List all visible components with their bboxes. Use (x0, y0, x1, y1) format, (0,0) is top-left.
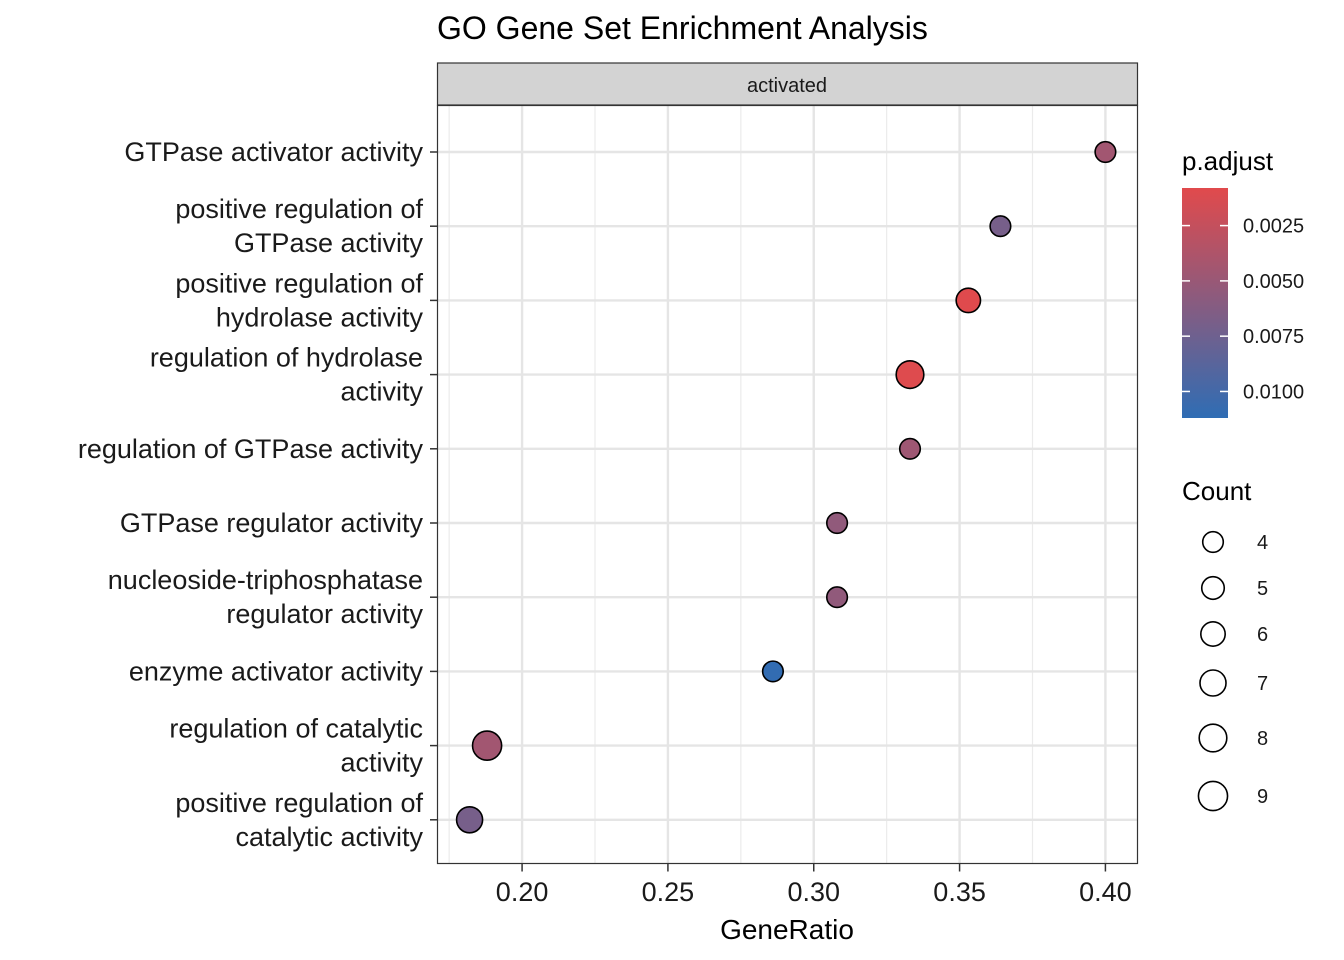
size-legend-label: 7 (1257, 673, 1268, 695)
y-axis-label: GTPase regulator activity (120, 508, 424, 538)
color-legend-label: 0.0075 (1243, 326, 1304, 348)
data-point (761, 660, 785, 683)
data-point (471, 730, 503, 761)
chart-title: GO Gene Set Enrichment Analysis (437, 10, 928, 46)
color-legend-label: 0.0050 (1243, 271, 1304, 293)
data-point (825, 511, 849, 535)
size-legend-circle (1198, 723, 1228, 753)
panel-border (436, 104, 1139, 865)
data-point (825, 586, 849, 609)
size-legend-label: 5 (1257, 578, 1268, 600)
y-axis-label: positive regulation of (175, 788, 423, 818)
size-legend-circle (1200, 621, 1226, 647)
size-legend-label: 4 (1257, 532, 1268, 554)
x-tick-label: 0.35 (933, 877, 986, 907)
color-legend-label: 0.0100 (1243, 381, 1304, 403)
data-points (455, 140, 1117, 834)
color-legend-bar (1182, 188, 1228, 418)
y-axis-label: regulation of hydrolase (150, 343, 423, 373)
data-point (989, 215, 1012, 238)
y-axis-label: positive regulation of (175, 194, 423, 224)
size-legend-circle (1197, 780, 1229, 812)
color-legend-title: p.adjust (1182, 146, 1274, 176)
y-axis-label: activity (340, 377, 423, 407)
y-axis-label: hydrolase activity (216, 302, 424, 332)
y-axis-label: regulation of GTPase activity (78, 434, 424, 464)
data-point (1094, 140, 1117, 164)
y-axis-label: regulator activity (226, 599, 423, 629)
y-axis-label: regulation of catalytic (169, 714, 423, 744)
y-axis-labels: GTPase activator activity positive regula… (78, 137, 438, 852)
size-legend: 4 5 6 7 8 9 (1197, 530, 1268, 812)
grid-lines (437, 105, 1138, 864)
color-legend-ticks: 0.0025 0.0050 0.0075 0.0100 (1182, 216, 1304, 403)
data-point (955, 287, 982, 314)
facet-label: activated (747, 75, 827, 97)
x-tick-label: 0.30 (787, 877, 840, 907)
size-legend-title: Count (1182, 476, 1252, 506)
facet-strip (436, 62, 1139, 106)
y-axis-label: positive regulation of (175, 268, 423, 298)
color-legend-label: 0.0025 (1243, 216, 1304, 238)
size-legend-label: 9 (1257, 786, 1268, 808)
x-tick-label: 0.20 (496, 877, 549, 907)
size-legend-label: 8 (1257, 728, 1268, 750)
x-axis-title: GeneRatio (720, 914, 854, 945)
x-tick-label: 0.25 (642, 877, 695, 907)
plot-panel (437, 105, 1138, 864)
y-axis-label: GTPase activity (234, 228, 424, 258)
y-axis-label: GTPase activator activity (124, 137, 423, 167)
y-axis-label: catalytic activity (235, 822, 423, 852)
y-axis-label: enzyme activator activity (129, 656, 424, 686)
data-point (898, 437, 922, 460)
x-axis: 0.20 0.25 0.30 0.35 0.40 (496, 863, 1132, 907)
y-axis-label: activity (340, 748, 423, 778)
data-point (455, 805, 484, 834)
size-legend-label: 6 (1257, 624, 1268, 646)
size-legend-circle (1200, 575, 1226, 601)
size-legend-circle (1201, 530, 1225, 554)
data-point (895, 360, 925, 390)
size-legend-circle (1199, 669, 1227, 697)
x-tick-label: 0.40 (1079, 877, 1132, 907)
y-axis-label: nucleoside-triphosphatase (108, 565, 423, 595)
